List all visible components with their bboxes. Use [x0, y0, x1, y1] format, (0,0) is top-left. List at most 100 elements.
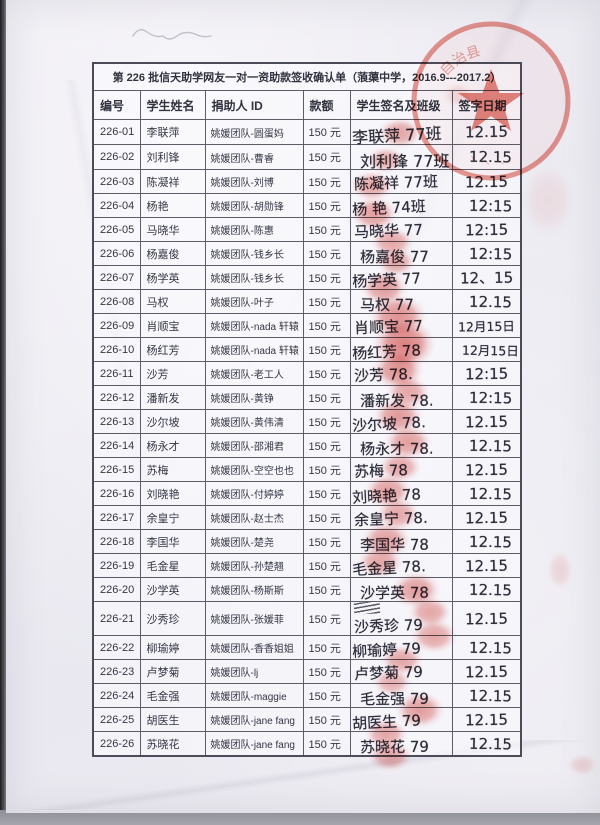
signature-cell: 苏梅 78 [349, 457, 453, 482]
handwritten-date: 12.15 [464, 412, 508, 431]
handwritten-date: 12.15 [468, 147, 512, 167]
handwritten-date: 12.15 [464, 556, 508, 575]
amount: 150 元 [302, 457, 351, 482]
row-id: 226-25 [92, 707, 141, 733]
donor-id: 姚媛团队-nada 轩辕 [204, 313, 304, 338]
table-row: 226-19 毛金星 姚媛团队-孙楚翘 150 元毛金星 78. 12.15 [92, 553, 522, 579]
handwritten-signature: 杨嘉俊 77 [359, 247, 429, 267]
handwritten-signature: 杨永才 78. [359, 439, 434, 459]
table-row: 226-01 李联萍 姚媛团队-圆蛋妈 150 元李联萍 77班 12.15 [92, 119, 522, 147]
handwritten-date: 12.15 [464, 460, 508, 479]
signature-cell: 陈凝祥 77班 [349, 169, 453, 194]
handwritten-signature: 杨红芳 78 [351, 341, 421, 363]
handwritten-date: 12.15 [468, 484, 512, 503]
amount: 150 元 [302, 635, 351, 661]
donor-id: 姚媛团队-jane fang [204, 707, 304, 733]
amount: 150 元 [302, 265, 351, 290]
signature-cell: 杨红芳 78 [349, 337, 453, 363]
sign-date-cell: 12:15 [451, 385, 522, 410]
col-header-student-name: 学生姓名 [139, 90, 206, 120]
table-row: 226-16 刘晓艳 姚媛团队-付婷婷 150 元刘晓艳 78 12.15 [92, 481, 522, 507]
donor-id: 姚媛团队-黄铮 [204, 385, 304, 410]
amount: 150 元 [302, 553, 351, 578]
amount: 150 元 [302, 577, 351, 602]
donor-id: 姚媛团队-张媛菲 [204, 600, 304, 637]
amount: 150 元 [302, 241, 351, 266]
handwritten-signature: 胡医生 79 [351, 711, 421, 733]
amount: 150 元 [302, 731, 351, 757]
student-name: 潘新发 [139, 385, 206, 410]
signature-cell: 沙学英 78 [349, 577, 453, 603]
student-name: 陈凝祥 [139, 169, 206, 194]
sign-date-cell: 12:15 [451, 193, 522, 218]
handwritten-date: 12月15日 [457, 318, 515, 335]
donor-id: 姚媛团队-楚尧 [204, 529, 304, 554]
amount: 150 元 [302, 409, 351, 434]
sign-date-cell: 12:15 [451, 217, 522, 242]
signature-cell: 马权 77 [349, 289, 453, 315]
handwritten-date: 12.15 [468, 532, 512, 551]
row-id: 226-23 [92, 659, 141, 685]
student-name: 杨嘉俊 [139, 241, 206, 266]
student-name: 余皇宁 [139, 505, 206, 530]
handwritten-date: 12:15 [468, 196, 513, 215]
student-name: 卢梦菊 [139, 659, 206, 685]
table-row: 226-05 马晓华 姚媛团队-陈惠 150 元马晓华 77 12:15 [92, 217, 522, 242]
signature-cell: 刘利锋 77班 [349, 144, 453, 171]
student-name: 马权 [139, 289, 206, 314]
donor-id: 姚媛团队-邵湘君 [204, 433, 304, 458]
handwritten-signature: 肖顺宝 77 [353, 316, 423, 338]
receipt-table: 第 226 批信天助学网友一对一资助款签收确认单（蒗蕖中学，2016.9---2… [92, 62, 522, 758]
table-row: 226-14 杨永才 姚媛团队-邵湘君 150 元杨永才 78. 12.15 [92, 433, 522, 459]
student-name: 苏梅 [139, 457, 206, 482]
scan-edge [0, 0, 7, 825]
table-row: 226-24 毛金强 姚媛团队-maggie 150 元毛金强 79 12.15 [92, 683, 522, 709]
sign-date-cell: 12.15 [451, 731, 522, 757]
amount: 150 元 [302, 289, 351, 314]
sign-date-cell: 12月15日 [451, 313, 522, 338]
table-row: 226-08 马权 姚媛团队-叶子 150 元马权 77 12.15 [92, 289, 522, 315]
donor-id: 姚媛团队-赵士杰 [204, 505, 304, 530]
amount: 150 元 [302, 659, 351, 685]
donor-id: 姚媛团队-钱乡长 [204, 265, 304, 290]
handwritten-date: 12:15 [464, 364, 509, 383]
row-id: 226-16 [92, 481, 141, 506]
handwritten-signature: 马权 77 [359, 295, 414, 315]
table-title-row: 第 226 批信天助学网友一对一资助款签收确认单（蒗蕖中学，2016.9---2… [92, 62, 522, 91]
student-name: 李联萍 [139, 119, 206, 145]
handwritten-date: 12.15 [468, 686, 512, 706]
donor-id: 姚媛团队-杨斯斯 [204, 577, 304, 602]
student-name: 李国华 [139, 529, 206, 554]
signature-cell: 杨永才 78. [349, 433, 453, 459]
signature-cell: 杨嘉俊 77 [349, 241, 453, 267]
handwritten-signature: 柳瑜婷 79 [351, 639, 421, 661]
handwritten-signature: 余皇宁 78. [353, 508, 428, 530]
col-header-amount: 款额 [302, 90, 351, 120]
student-name: 毛金强 [139, 683, 206, 709]
amount: 150 元 [302, 505, 351, 530]
row-id: 226-06 [92, 241, 141, 266]
table-row: 226-22 柳瑜婷 姚媛团队-香香姐姐 150 元柳瑜婷 79 12.15 [92, 635, 522, 661]
sign-date-cell: 12.15 [451, 457, 522, 482]
signature-cell: 肖顺宝 77 [349, 313, 453, 338]
table-row: 226-04 杨艳 姚媛团队-胡勋锋 150 元杨 艳 74班 12:15 [92, 193, 522, 219]
donor-id: 姚媛团队-钱乡长 [204, 241, 304, 266]
donor-id: 姚媛团队-maggie [204, 683, 304, 709]
donor-id: 姚媛团队-刘博 [204, 169, 304, 194]
handwritten-signature: 毛金强 79 [359, 689, 429, 709]
handwritten-date: 12.15 [464, 609, 508, 628]
row-id: 226-13 [92, 409, 141, 434]
row-id: 226-02 [92, 144, 141, 170]
handwritten-signature: 沙学英 78 [359, 583, 429, 603]
sign-date-cell: 12.15 [451, 577, 522, 602]
sign-date-cell: 12.15 [451, 289, 522, 314]
table-row: 226-21 沙秀珍 姚媛团队-张媛菲 150 元沙秀珍 79 12.15 [92, 600, 522, 637]
col-header-id: 编号 [92, 90, 141, 120]
sign-date-cell: 12.15 [451, 659, 522, 685]
signature-cell: 余皇宁 78. [349, 505, 453, 530]
signature-cell: 卢梦菊 79 [349, 659, 453, 685]
amount: 150 元 [302, 433, 351, 458]
signature-cell: 杨 艳 74班 [349, 193, 453, 219]
sign-date-cell: 12.15 [451, 600, 522, 637]
